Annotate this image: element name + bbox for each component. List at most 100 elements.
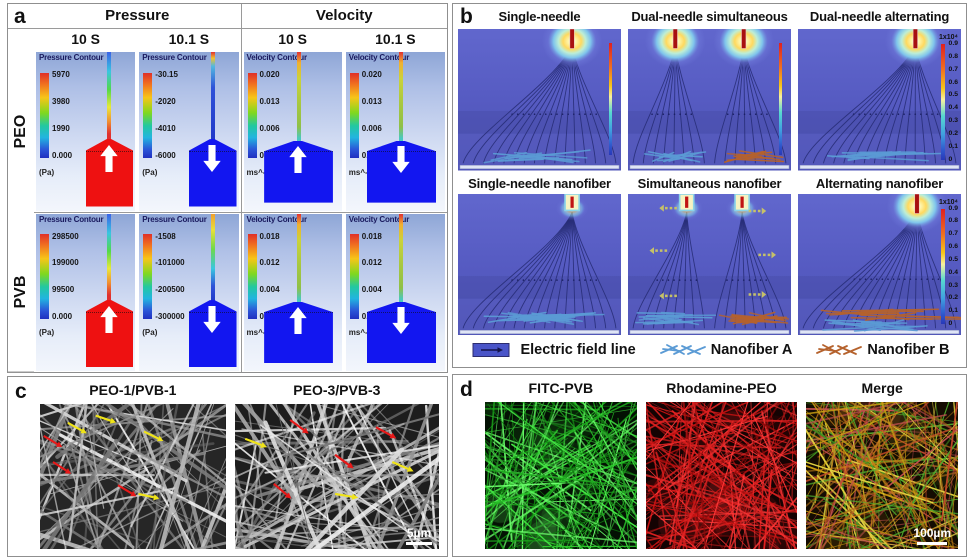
colorbar-tick: 0.012 (259, 258, 280, 268)
row-label-peo: PEO (12, 114, 29, 149)
colorbar-tick: 0.8 (948, 217, 958, 225)
cell-peo-pressure-10s: Pressure Contour 5970 3980 1990 0.000 (Pa) (34, 51, 137, 212)
colorbar-tick: -1508 (155, 231, 176, 241)
colorbar-tick: 99500 (52, 285, 75, 295)
colorbar (349, 233, 359, 320)
panel-b-grid: b Single-needle Dual-needle simultaneous… (453, 4, 966, 367)
colorbar-tick: 0.4 (948, 268, 958, 276)
field-title-dual-simultaneous: Dual-needle simultaneous (631, 9, 788, 24)
group-header-pressure: Pressure (34, 4, 241, 29)
field-title-dual-alternating: Dual-needle alternating (809, 9, 950, 24)
panel-b-electric-field: b Single-needle Dual-needle simultaneous… (452, 3, 967, 368)
needle-contour (399, 52, 404, 141)
legend-label: Nanofiber B (867, 342, 950, 358)
contour-title: Velocity Contour (348, 53, 410, 62)
colorbar-unit: (Pa) (142, 328, 158, 338)
panel-d-grid: d FITC-PVB Rhodamine-PEO Merge 100µm (453, 375, 966, 556)
colorbar-unit: ms^-1 (348, 328, 373, 338)
up-arrow-icon (289, 146, 307, 174)
legend-label: Electric field line (520, 342, 636, 358)
up-arrow-icon (100, 305, 118, 333)
panel-c-grid: c PEO-1/PVB-1 PEO-3/PVB-3 5µm (8, 377, 447, 556)
fluid-vessel (85, 300, 134, 368)
colorbar-tick: 0.8 (948, 52, 958, 60)
contour-title: Velocity Contour (246, 53, 308, 62)
fluo-title-rhodamine-peo: Rhodamine-PEO (666, 380, 777, 396)
colorbar-tick: 0.018 (259, 231, 280, 241)
colorbar (143, 233, 153, 320)
down-arrow-icon (203, 305, 221, 333)
field-title-single-needle-nanofiber: Single-needle nanofiber (468, 175, 611, 191)
colorbar-tick: 0.9 (948, 204, 958, 212)
panel-a-grid: a Pressure Velocity 10 S 10.1 S 10 S 10.… (8, 4, 447, 372)
colorbar (779, 43, 782, 155)
contour-title: Pressure Contour (39, 214, 104, 224)
fluid-vessel (366, 301, 437, 364)
colorbar-tick: -200500 (155, 285, 185, 295)
colorbar-tick: 0.006 (361, 124, 382, 134)
sem-title-peo3-pvb3: PEO-3/PVB-3 (293, 382, 381, 398)
fluid-vessel (264, 301, 333, 364)
colorbar-tick: -30.15 (155, 70, 178, 80)
scale-bar: 100µm (913, 525, 951, 545)
time-header-velocity-10-1s: 10.1 S (375, 31, 416, 47)
electric-field-simulation (458, 29, 621, 171)
colorbar-tick: -4010 (155, 124, 176, 134)
colorbar-ticks: 0.9 0.8 0.7 0.6 0.5 0.4 0.3 0.2 0.1 0 (948, 40, 958, 164)
colorbar-unit: ms^-1 (246, 328, 270, 338)
needle-contour (107, 213, 112, 302)
colorbar-tick: 0.000 (52, 311, 73, 321)
contour-title: Pressure Contour (142, 214, 207, 224)
fluo-image-fitc-pvb (485, 402, 637, 549)
colorbar-tick: 0 (948, 155, 953, 163)
time-header-velocity-10s: 10 S (240, 29, 344, 51)
colorbar (247, 72, 257, 159)
colorbar-tick: 0.3 (948, 281, 958, 289)
panel-c-corner: c (11, 379, 31, 402)
panel-c-label: c (15, 380, 27, 403)
colorbar (247, 233, 257, 320)
nanofiber-a-icon (659, 344, 706, 355)
contour-title: Pressure Contour (142, 53, 207, 62)
contour-plot-peo-pressure-10s: Pressure Contour 5970 3980 1990 0.000 (Pa) (36, 52, 136, 211)
contour-plot-pvb-pressure-10s: Pressure Contour 298500 199000 99500 0.000 … (36, 213, 136, 371)
sem-title-peo1-pvb1: PEO-1/PVB-1 (89, 382, 177, 398)
scale-bar-line (406, 542, 432, 545)
time-header-pressure-10-1s: 10.1 S (168, 31, 210, 47)
cell-pvb-pressure-10s: Pressure Contour 298500 199000 99500 0.000 … (34, 211, 138, 373)
colorbar-unit: (Pa) (39, 328, 55, 338)
sem-micrograph (234, 404, 439, 549)
fluid-vessel (188, 139, 237, 207)
fluid-vessel (188, 300, 237, 368)
colorbar-tick: -6000 (155, 151, 176, 161)
field-plot-alternating-nanofiber: 1x10⁴ 0.9 0.8 0.7 0.6 0.5 0.4 0.3 0.2 0.1 0 (798, 193, 961, 335)
contour-title: Pressure Contour (39, 53, 104, 62)
colorbar-gradient (940, 208, 945, 324)
nanofiber-b-icon (816, 344, 863, 355)
needle-contour (210, 52, 215, 141)
colorbar-tick: 0.012 (361, 258, 382, 268)
contour-plot-pvb-pressure-10-1s: Pressure Contour -1508 -101000 -200500 -300… (139, 213, 239, 371)
colorbar-tick: 298500 (52, 231, 79, 241)
colorbar-tick: 0.6 (948, 243, 958, 251)
legend-item-field-line: Electric field line (469, 342, 636, 358)
up-arrow-icon (100, 144, 118, 172)
scale-bar-line (917, 542, 948, 545)
spacer (456, 402, 476, 549)
needle-contour (296, 52, 301, 141)
colorbar-tick: 0.6 (948, 78, 958, 86)
colorbar-unit: (Pa) (142, 167, 158, 177)
colorbar-ticks: 5970 3980 1990 0.000 (52, 71, 72, 160)
panel-a-simulation-contours: a Pressure Velocity 10 S 10.1 S 10 S 10.… (7, 3, 448, 373)
field-title-simultaneous-nanofiber: Simultaneous nanofiber (637, 175, 782, 191)
colorbar-tick: 0.4 (948, 104, 958, 112)
colorbar-tick: 0.013 (361, 97, 382, 107)
colorbar-tick: 0.006 (259, 124, 280, 134)
scale-bar-label: 100µm (913, 525, 951, 540)
